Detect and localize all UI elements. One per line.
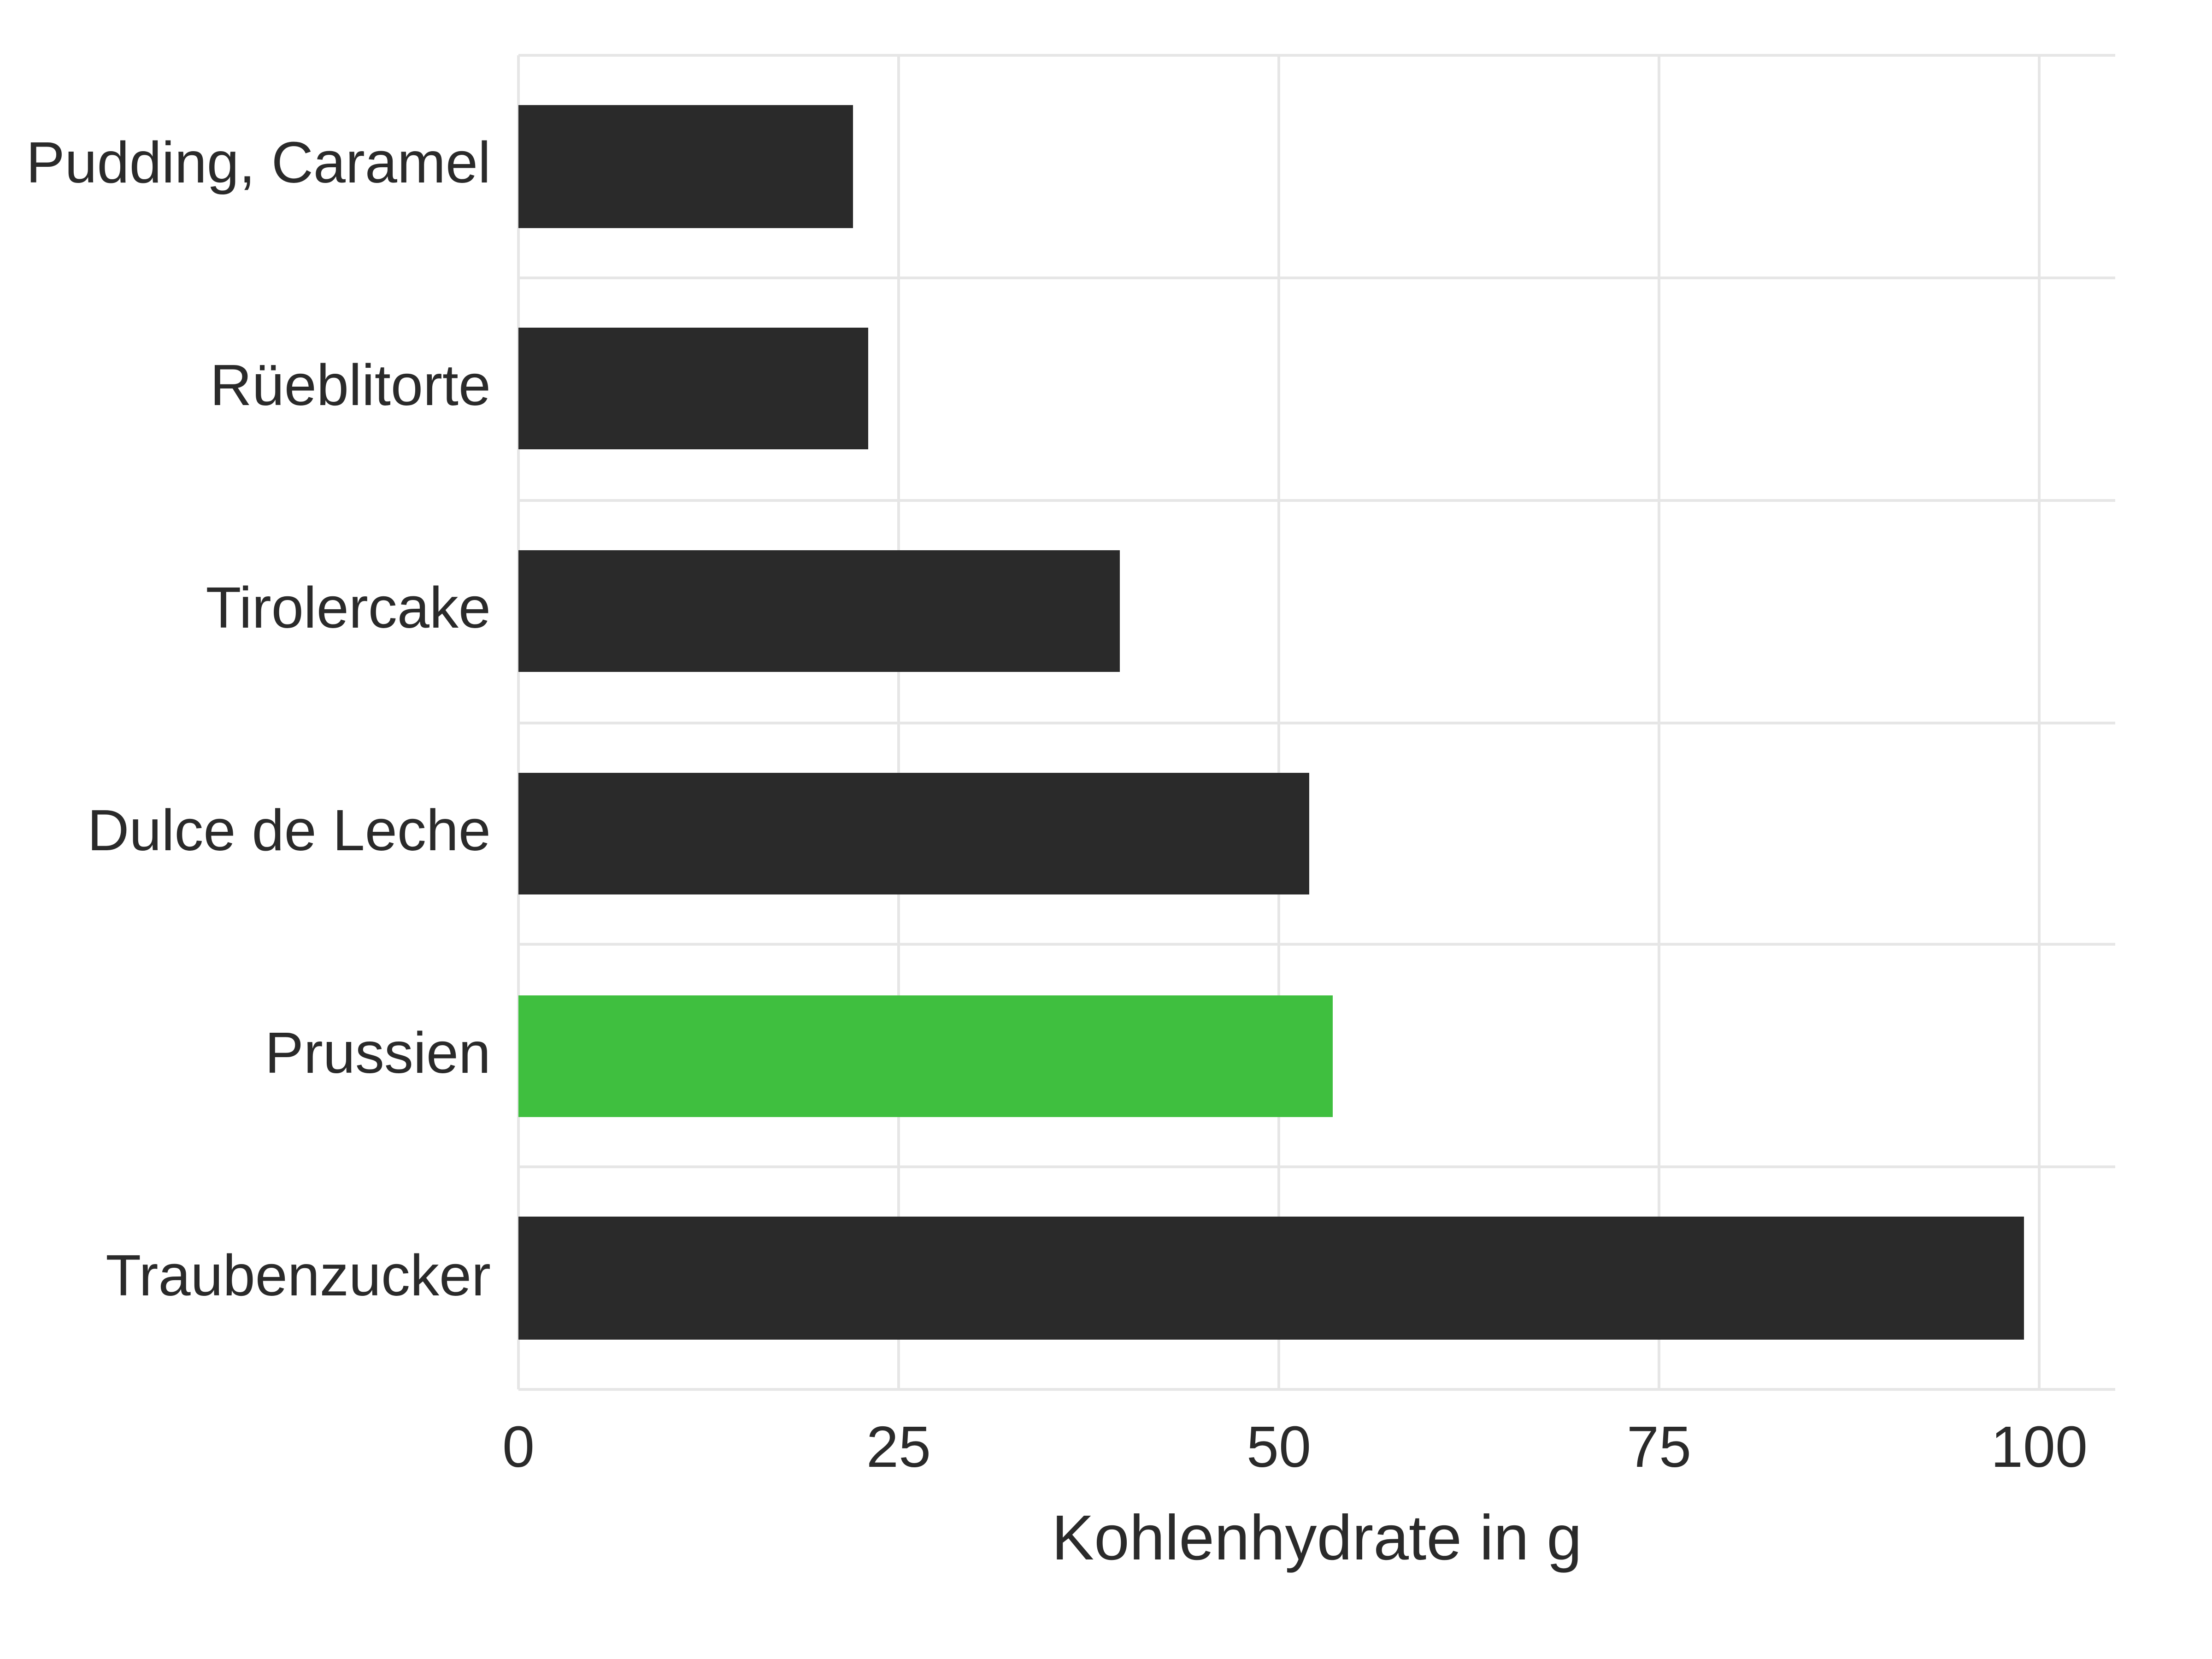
y-category-label: Traubenzucker (106, 1242, 491, 1309)
grid-line-horizontal (518, 276, 2115, 279)
grid-line-horizontal (518, 1388, 2115, 1391)
grid-line-horizontal (518, 499, 2115, 501)
grid-line-horizontal (518, 943, 2115, 946)
grid-line-horizontal (518, 54, 2115, 57)
bar (518, 106, 853, 228)
x-tick-label: 25 (816, 1414, 982, 1481)
bar (518, 550, 1119, 672)
grid-line-horizontal (518, 721, 2115, 724)
plot-area (518, 55, 2115, 1389)
x-axis-title: Kohlenhydrate in g (518, 1500, 2115, 1575)
x-tick-label: 100 (1956, 1414, 2122, 1481)
bar (518, 1217, 2024, 1339)
bar (518, 995, 1332, 1117)
x-tick-label: 0 (435, 1414, 601, 1481)
x-tick-label: 75 (1576, 1414, 1742, 1481)
y-category-label: Dulce de Leche (87, 798, 491, 864)
y-category-label: Tirolercake (206, 575, 491, 641)
carbohydrate-bar-chart: Kohlenhydrate in g 0 25 50 75 100 Pudding, Ca… (0, 0, 2212, 1659)
grid-line-horizontal (518, 1165, 2115, 1168)
y-category-label: Prussien (265, 1020, 491, 1086)
x-tick-label: 50 (1196, 1414, 1362, 1481)
y-category-label: Pudding, Caramel (26, 130, 491, 197)
y-category-label: Rüeblitorte (210, 353, 491, 419)
bar (518, 328, 868, 450)
bar (518, 772, 1309, 894)
